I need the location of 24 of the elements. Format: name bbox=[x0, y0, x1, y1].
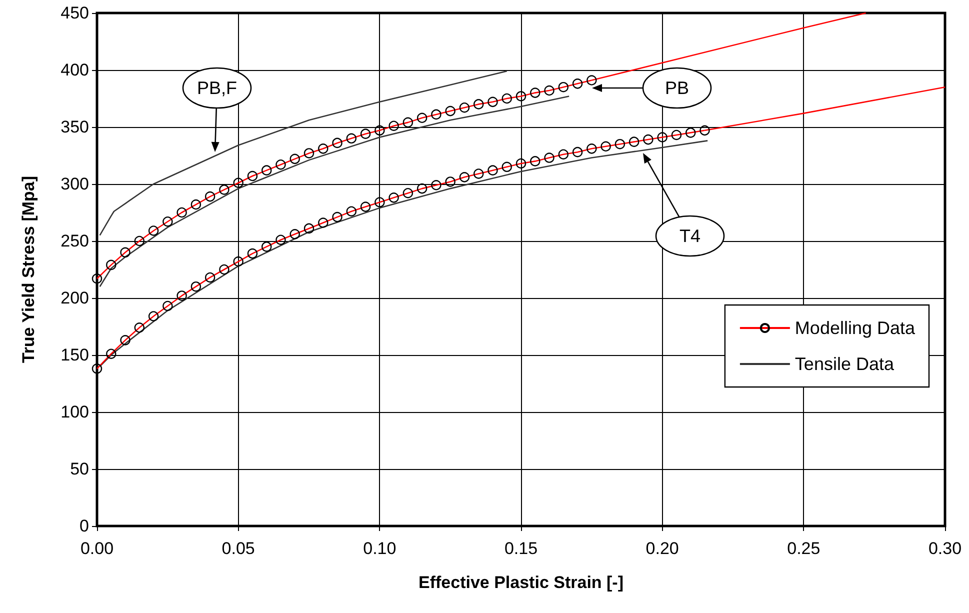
annotation: PB,F bbox=[196, 78, 238, 98]
y-tick-label: 400 bbox=[60, 60, 89, 80]
y-tick-label: 50 bbox=[70, 460, 89, 478]
y-tick-label: 150 bbox=[60, 346, 89, 364]
y-axis-title: True Yield Stress [Mpa] bbox=[19, 176, 38, 364]
x-axis-title: Effective Plastic Strain [-] bbox=[418, 573, 624, 592]
y-tick-label: 100 bbox=[60, 402, 89, 422]
y-tick-label: 300 bbox=[60, 174, 89, 194]
x-tick-label: 0.25 bbox=[787, 539, 820, 558]
y-tick-label: 0 bbox=[80, 516, 89, 536]
x-tick-label: 0.00 bbox=[80, 539, 114, 558]
x-tick-label: 0.05 bbox=[222, 539, 255, 558]
annotation: T4 bbox=[679, 226, 701, 246]
legend-label: Modelling Data bbox=[794, 318, 916, 338]
x-tick-label: 0.10 bbox=[363, 539, 396, 558]
y-tick-label: 450 bbox=[60, 4, 89, 22]
y-tick-label: 250 bbox=[60, 232, 89, 250]
x-tick-label: 0.20 bbox=[646, 539, 679, 558]
x-tick-label: 0.15 bbox=[504, 539, 538, 558]
annotation: PB bbox=[664, 78, 690, 98]
y-tick-label: 200 bbox=[60, 288, 89, 308]
x-tick-label: 0.30 bbox=[928, 539, 962, 558]
y-tick-label: 350 bbox=[60, 118, 89, 136]
legend-label: Tensile Data bbox=[794, 354, 895, 374]
